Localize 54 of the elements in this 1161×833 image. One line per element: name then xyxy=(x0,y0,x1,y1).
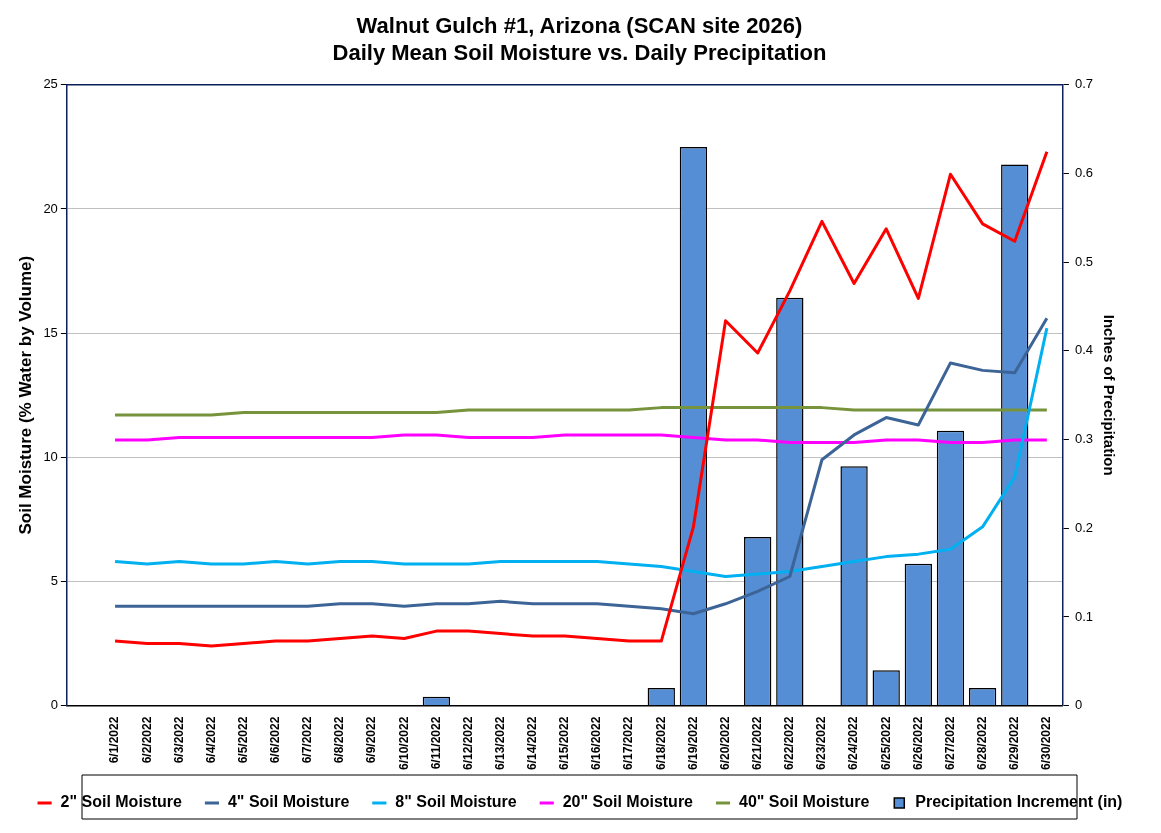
x-tick-label: 6/29/2022 xyxy=(1007,716,1022,771)
y-tick-label: 20 xyxy=(43,200,58,216)
x-tick-label: 6/6/2022 xyxy=(268,716,283,764)
x-tick-label: 6/7/2022 xyxy=(300,716,315,764)
x-tick-label: 6/5/2022 xyxy=(235,716,250,764)
x-tick-label: 6/9/2022 xyxy=(364,716,379,764)
y2-tick-label: 0.4 xyxy=(1074,342,1094,358)
x-tick-label: 6/1/2022 xyxy=(107,716,122,764)
x-tick-label: 6/25/2022 xyxy=(878,716,893,771)
y2-tick-label: 0.2 xyxy=(1074,519,1094,535)
legend-label: 2" Soil Moisture xyxy=(60,793,183,811)
x-tick-label: 6/21/2022 xyxy=(749,716,764,771)
x-tick-label: 6/23/2022 xyxy=(814,716,829,771)
x-tick-label: 6/3/2022 xyxy=(171,716,186,764)
x-tick-label: 6/27/2022 xyxy=(942,716,957,771)
y-tick-label: 0 xyxy=(50,697,58,713)
x-tick-label: 6/16/2022 xyxy=(589,716,604,771)
y2-axis-title: Inches of Precipitation xyxy=(1100,314,1118,476)
chart-subtitle: Daily Mean Soil Moisture vs. Daily Precipitation xyxy=(332,39,827,65)
x-tick-label: 6/11/2022 xyxy=(428,716,443,770)
y-tick-label: 10 xyxy=(43,448,58,464)
y2-tick-label: 0.3 xyxy=(1074,431,1094,447)
x-tick-label: 6/8/2022 xyxy=(332,716,347,764)
x-tick-label: 6/13/2022 xyxy=(492,716,507,771)
x-tick-label: 6/15/2022 xyxy=(557,716,572,771)
x-tick-label: 6/19/2022 xyxy=(685,716,700,771)
y2-tick-label: 0 xyxy=(1074,697,1083,713)
x-tick-label: 6/17/2022 xyxy=(621,716,636,771)
x-tick-label: 6/22/2022 xyxy=(782,716,797,771)
x-tick-label: 6/24/2022 xyxy=(846,716,861,771)
x-tick-label: 6/10/2022 xyxy=(396,716,411,771)
y2-tick-label: 0.6 xyxy=(1074,165,1094,181)
x-tick-label: 6/4/2022 xyxy=(203,716,218,764)
y2-tick-label: 0.1 xyxy=(1074,608,1094,624)
x-tick-label: 6/26/2022 xyxy=(910,716,925,771)
y2-tick-label: 0.7 xyxy=(1074,76,1094,92)
x-tick-label: 6/30/2022 xyxy=(1039,716,1054,771)
y-tick-label: 5 xyxy=(50,573,58,589)
y-tick-label: 15 xyxy=(43,324,58,340)
y-axis-title: Soil Moisture (% Water by Volume) xyxy=(15,255,35,535)
x-tick-label: 6/20/2022 xyxy=(717,716,732,771)
y-tick-label: 25 xyxy=(43,76,58,92)
x-tick-label: 6/18/2022 xyxy=(653,716,668,771)
x-tick-label: 6/14/2022 xyxy=(525,716,540,771)
legend-label: 8" Soil Moisture xyxy=(395,793,517,811)
x-tick-label: 6/28/2022 xyxy=(974,716,989,771)
x-tick-label: 6/2/2022 xyxy=(139,716,154,764)
legend-label: 4" Soil Moisture xyxy=(227,793,350,811)
legend-label: 20" Soil Moisture xyxy=(562,793,694,811)
chart-title: Walnut Gulch #1, Arizona (SCAN site 2026) xyxy=(356,13,803,39)
x-tick-label: 6/12/2022 xyxy=(460,716,475,771)
y2-tick-label: 0.5 xyxy=(1074,253,1094,269)
legend-label: Precipitation Increment (in) xyxy=(915,793,1123,811)
legend-label: 40" Soil Moisture xyxy=(739,793,870,811)
